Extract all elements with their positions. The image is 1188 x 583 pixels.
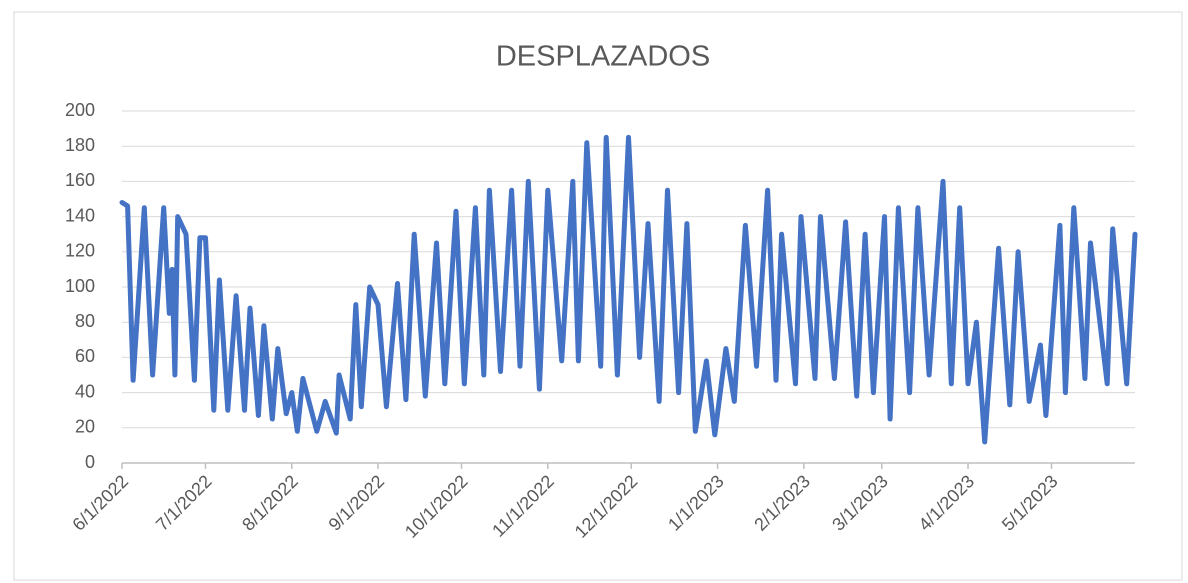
y-tick-label: 120	[65, 241, 95, 261]
y-tick-label: 200	[65, 100, 95, 120]
y-tick-label: 160	[65, 170, 95, 190]
y-tick-label: 60	[75, 346, 95, 366]
chart-title: DESPLAZADOS	[496, 41, 710, 73]
y-tick-label: 180	[65, 135, 95, 155]
y-tick-label: 0	[85, 452, 95, 472]
y-tick-label: 100	[65, 276, 95, 296]
y-tick-label: 80	[75, 311, 95, 331]
y-tick-label: 40	[75, 381, 95, 401]
y-tick-label: 20	[75, 417, 95, 437]
y-tick-label: 140	[65, 205, 95, 225]
data-line	[119, 134, 1138, 445]
